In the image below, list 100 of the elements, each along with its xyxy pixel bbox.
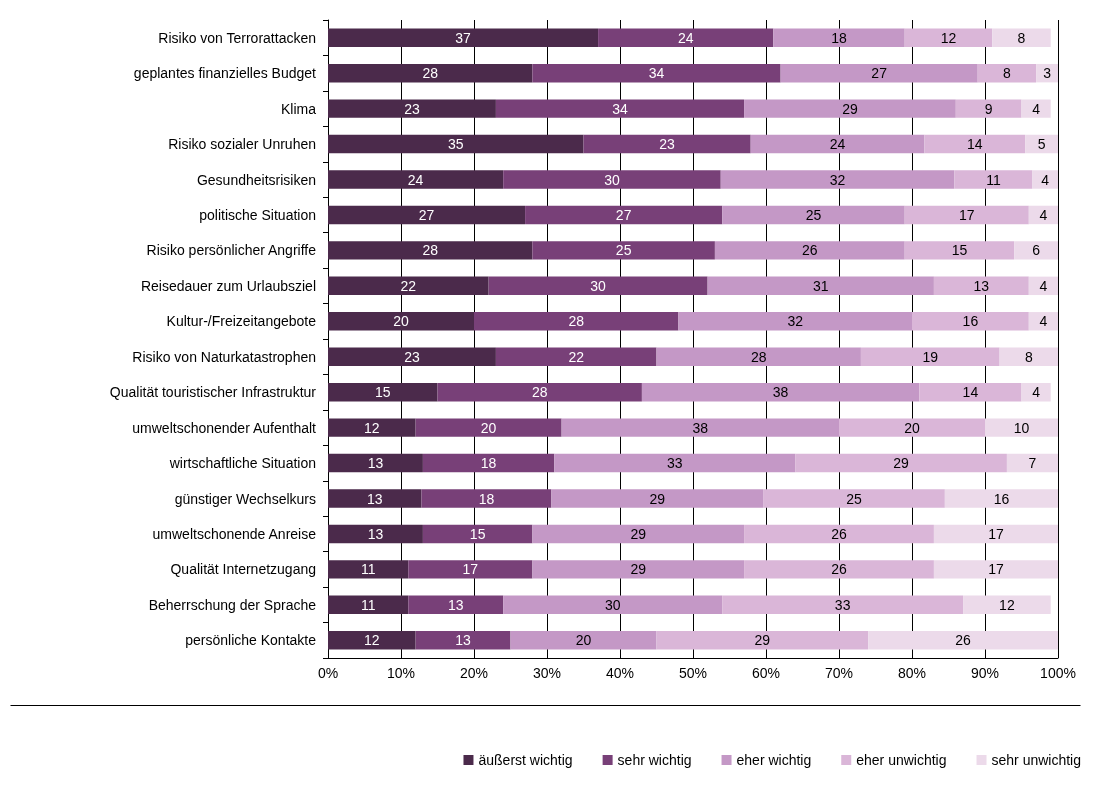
bar [328, 134, 584, 154]
data-label: 33 [834, 596, 851, 613]
data-label: 18 [480, 455, 497, 472]
data-label: 15 [469, 525, 486, 542]
bar [328, 312, 474, 331]
legend-label: sehr unwichtig [991, 752, 1082, 768]
data-label: 31 [812, 277, 829, 294]
y-tick-label: Reisedauer zum Urlaubsziel [140, 277, 316, 294]
y-tick-label: Kultur-/Freizeitangebote [166, 313, 317, 330]
data-label: 28 [568, 313, 585, 330]
bar [495, 347, 657, 366]
bar [328, 63, 533, 83]
data-label: 34 [612, 100, 628, 117]
bar [678, 312, 912, 331]
x-tick-label: 60% [751, 665, 781, 681]
y-tick-label: umweltschonender Aufenthalt [132, 419, 317, 436]
data-label: 13 [973, 277, 990, 294]
bar [904, 241, 1015, 260]
data-label: 38 [692, 419, 709, 436]
bar [551, 489, 764, 508]
bar [503, 595, 723, 615]
bar [525, 205, 723, 225]
bar [933, 560, 1058, 579]
bar [1006, 453, 1058, 473]
data-label: 13 [455, 632, 472, 649]
data-label: 4 [1041, 171, 1050, 188]
data-label: 29 [649, 490, 666, 507]
data-label: 13 [367, 525, 384, 542]
data-label: 24 [407, 171, 424, 188]
bar [328, 170, 504, 189]
x-tick-label: 40% [605, 665, 635, 681]
data-label: 17 [988, 525, 1004, 542]
data-label: 12 [999, 596, 1015, 613]
x-tick-label: 80% [897, 665, 927, 681]
data-label: 35 [447, 136, 464, 153]
data-label: 29 [893, 455, 910, 472]
data-label: 13 [447, 596, 464, 613]
bar [328, 489, 422, 508]
data-label: 27 [615, 206, 632, 223]
bar [503, 170, 721, 189]
bar [904, 28, 993, 47]
data-label: 26 [802, 242, 818, 259]
data-label: 32 [787, 313, 804, 330]
data-label: 4 [1039, 313, 1048, 330]
data-label: 16 [993, 490, 1010, 507]
x-tick-label: 50% [678, 665, 708, 681]
bar [474, 312, 679, 331]
legend-label: äußerst wichtig [478, 752, 573, 768]
y-tick-label: wirtschaftliche Situation [168, 455, 316, 472]
data-label: 6 [1032, 242, 1041, 259]
bar [328, 241, 533, 260]
data-label: 15 [951, 242, 968, 259]
bar [328, 276, 489, 296]
bar [598, 28, 774, 47]
data-label: 22 [400, 277, 417, 294]
bar [707, 276, 934, 296]
y-tick-label: Risiko persönlicher Angriffe [146, 242, 317, 259]
x-tick-label: 30% [532, 665, 562, 681]
data-label: 17 [462, 561, 479, 578]
data-label: 10 [1013, 419, 1030, 436]
data-label: 29 [842, 100, 858, 117]
bar [415, 631, 511, 650]
bar [422, 453, 555, 473]
data-label: 5 [1037, 136, 1046, 153]
y-tick-label: Klima [280, 100, 317, 117]
data-label: 37 [455, 29, 472, 46]
bar [714, 241, 905, 260]
bar [780, 63, 978, 83]
y-tick-label: Risiko von Terrorattacken [158, 29, 316, 46]
data-label: 13 [366, 490, 383, 507]
bar [532, 560, 745, 579]
bar [750, 134, 925, 154]
data-label: 34 [648, 65, 665, 82]
bar [1025, 134, 1058, 154]
data-label: 28 [531, 384, 548, 401]
bar [722, 205, 905, 225]
y-tick-label: Gesundheitsrisiken [196, 171, 316, 188]
bar [656, 347, 861, 366]
y-tick-label: geplantes finanzielles Budget [133, 65, 317, 82]
bar [328, 453, 423, 473]
data-label: 26 [955, 632, 972, 649]
data-label: 29 [630, 525, 647, 542]
bar [744, 524, 934, 544]
bar [437, 382, 642, 402]
bar [328, 347, 496, 366]
data-label: 25 [846, 490, 862, 507]
bar [763, 489, 945, 508]
data-label: 29 [754, 632, 771, 649]
bar [720, 170, 955, 189]
bar [985, 418, 1058, 437]
legend-label: eher wichtig [736, 752, 812, 768]
bar [1032, 170, 1058, 189]
bar [532, 63, 781, 83]
bar [656, 631, 869, 650]
data-label: 18 [831, 29, 847, 46]
x-tick-label: 0% [317, 665, 339, 681]
data-label: 23 [659, 136, 676, 153]
bar [532, 524, 745, 544]
data-label: 25 [805, 206, 822, 223]
data-label: 7 [1028, 455, 1037, 472]
